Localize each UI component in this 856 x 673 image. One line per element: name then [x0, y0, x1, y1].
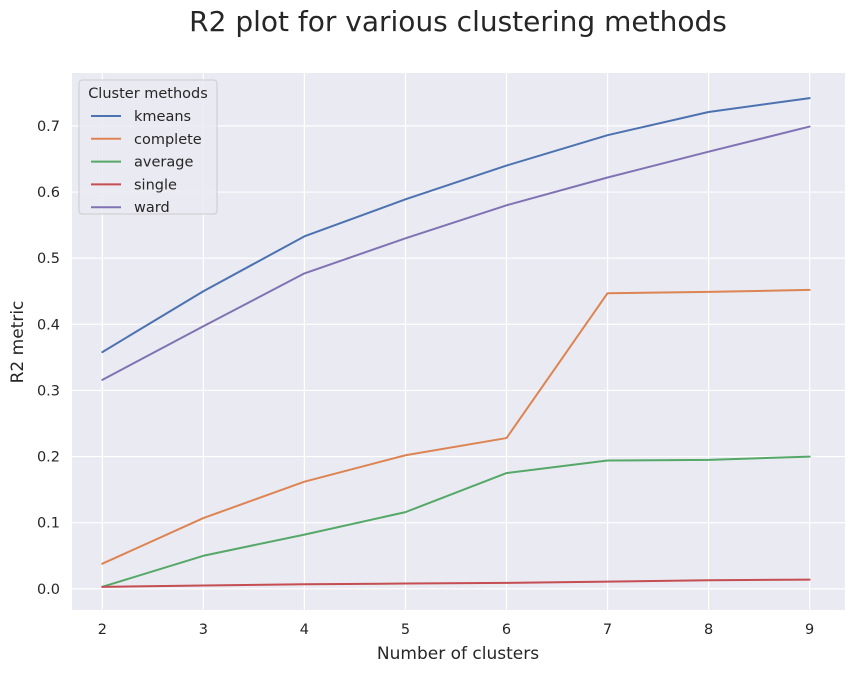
x-tick-label: 9 [805, 622, 814, 638]
series-lines [101, 97, 811, 588]
series-line-single [101, 578, 811, 588]
x-tick-label: 7 [603, 622, 612, 638]
series-line-ward [101, 125, 811, 381]
y-tick-label: 0.1 [37, 516, 60, 532]
series-line-average [101, 455, 811, 588]
legend-label-single: single [134, 177, 177, 193]
series-line-complete [101, 288, 811, 565]
x-tick-label: 3 [199, 622, 208, 638]
y-tick-label: 0.3 [37, 383, 60, 399]
y-tick-label: 0.2 [37, 450, 60, 466]
y-tick-label: 0.0 [37, 582, 60, 598]
x-tick-label: 6 [502, 622, 511, 638]
x-tick-label: 2 [98, 622, 107, 638]
chart-title: R2 plot for various clustering methods [189, 5, 727, 38]
y-tick-label: 0.4 [37, 317, 60, 333]
x-axis-label: Number of clusters [377, 644, 539, 664]
y-tick-labels: 0.0 0.1 0.2 0.3 0.4 0.5 0.6 0.7 [37, 119, 60, 598]
legend-box [78, 79, 218, 215]
y-axis-label: R2 metric [8, 301, 28, 384]
legend-title: Cluster methods [88, 86, 208, 102]
x-tick-label: 5 [401, 622, 410, 638]
legend-label-kmeans: kmeans [134, 109, 191, 125]
x-tick-label: 4 [300, 622, 309, 638]
x-tick-labels: 2 3 4 5 6 7 8 9 [98, 622, 815, 638]
y-tick-label: 0.5 [37, 251, 60, 267]
legend-label-ward: ward [134, 200, 170, 216]
legend-label-average: average [134, 155, 193, 171]
x-tick-label: 8 [704, 622, 713, 638]
legend: Cluster methods kmeans complete average sing… [78, 79, 218, 216]
series-line-kmeans [101, 97, 811, 354]
legend-label-complete: complete [134, 132, 202, 148]
y-tick-label: 0.7 [37, 119, 60, 135]
y-tick-label: 0.6 [37, 185, 60, 201]
